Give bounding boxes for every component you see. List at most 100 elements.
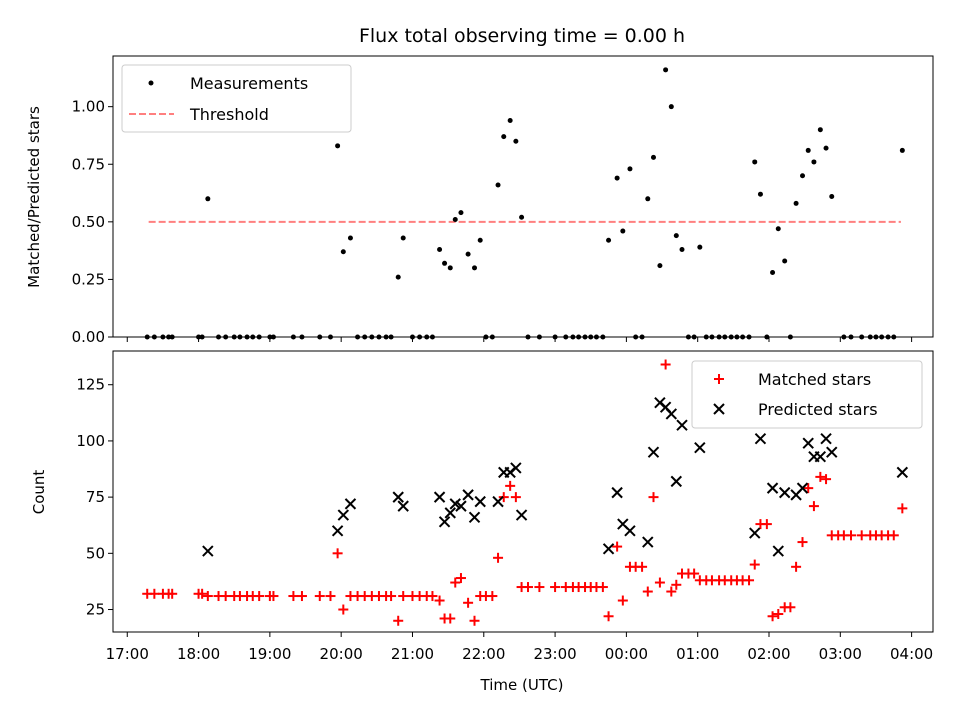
measurement-point: [879, 334, 885, 340]
measurement-point: [519, 214, 525, 220]
measurement-point: [570, 334, 576, 340]
matched-star-marker: [617, 595, 628, 606]
measurement-point: [376, 334, 382, 340]
matched-star-marker: [450, 577, 461, 588]
measurement-point: [160, 334, 166, 340]
measurement-point: [144, 334, 150, 340]
count-panel: 25 50 75 100 125 17:00 18:00 19:00 20:00 21:00 22…: [30, 350, 934, 694]
matched-star-marker: [654, 577, 665, 588]
measurement-point: [627, 166, 633, 172]
matched-star-marker: [846, 530, 856, 541]
measurement-point: [757, 191, 763, 197]
measurement-point: [716, 334, 722, 340]
measurement-point: [395, 274, 401, 280]
measurement-point: [563, 334, 569, 340]
measurement-point: [552, 334, 558, 340]
measurement-point: [841, 334, 847, 340]
predicted-star-marker: [392, 491, 404, 503]
predicted-star-marker: [778, 486, 791, 499]
predicted-star-marker: [397, 500, 409, 512]
matched-star-marker: [856, 530, 867, 541]
measurement-point: [151, 334, 157, 340]
legend-marker-matched: [714, 374, 724, 384]
matched-star-marker: [761, 519, 772, 530]
matched-star-marker: [202, 591, 213, 602]
predicted-star-marker: [444, 507, 456, 519]
predicted-star-marker: [624, 525, 636, 537]
matched-star-marker: [773, 609, 784, 620]
predicted-star-marker: [515, 509, 528, 521]
x-tick-label: 18:00: [177, 645, 220, 663]
matched-star-marker: [597, 582, 608, 593]
count-y-tick-label: 50: [86, 544, 105, 562]
measurement-point: [452, 217, 458, 223]
measurement-point: [223, 334, 229, 340]
predicted-star-marker: [433, 491, 446, 503]
matched-star-marker: [522, 582, 533, 593]
measurement-point: [823, 145, 829, 151]
legend-label-predicted: Predicted stars: [758, 400, 878, 419]
x-tick-label: 19:00: [248, 645, 291, 663]
matched-star-marker: [268, 591, 279, 602]
measurement-point: [369, 334, 375, 340]
measurement-point: [679, 246, 685, 252]
measurement-point: [800, 173, 806, 179]
matched-star-marker: [434, 595, 445, 606]
matched-star-marker: [463, 597, 474, 608]
measurement-point: [663, 67, 669, 73]
predicted-star-marker: [772, 545, 784, 557]
x-tick-label: 17:00: [106, 645, 149, 663]
matched-star-marker: [393, 615, 404, 626]
measurement-point: [770, 270, 776, 276]
measurement-point: [793, 200, 799, 206]
ratio-y-tick-label: 1.00: [72, 98, 105, 116]
legend-marker-measurements: [148, 80, 154, 86]
matched-star-marker: [642, 586, 653, 597]
measurement-point: [166, 334, 172, 340]
matched-star-marker: [550, 582, 561, 593]
ratio-y-tick-label: 0.75: [72, 155, 105, 173]
ratio-y-axis: 0.00 0.25 0.50 0.75 1.00: [72, 98, 113, 346]
measurement-point: [458, 210, 464, 216]
matched-star-marker: [288, 591, 299, 602]
measurement-point: [267, 334, 273, 340]
matched-star-marker: [791, 561, 802, 572]
measurement-point: [593, 334, 599, 340]
measurement-point: [335, 143, 341, 149]
measurement-point: [691, 334, 697, 340]
matched-star-marker: [767, 611, 778, 622]
measurement-point: [250, 334, 256, 340]
measurement-point: [465, 251, 471, 257]
measurement-point: [237, 334, 243, 340]
measurement-point: [196, 334, 202, 340]
measurement-point: [673, 233, 679, 239]
measurement-point: [483, 334, 489, 340]
measurement-point: [703, 334, 709, 340]
matched-star-marker: [296, 591, 307, 602]
predicted-star-marker: [647, 446, 660, 458]
predicted-star-marker: [896, 466, 909, 479]
matched-star-marker: [487, 591, 498, 602]
ratio-y-tick-label: 0.00: [72, 328, 105, 346]
count-legend: Matched stars Predicted stars: [691, 360, 923, 429]
predicted-star-marker: [455, 500, 467, 512]
measurement-point: [645, 196, 651, 202]
matched-star-marker: [612, 541, 623, 552]
measurement-point: [495, 182, 501, 188]
count-y-tick-label: 100: [76, 432, 105, 450]
matched-star-marker: [510, 492, 521, 503]
ratio-y-axis-label: Matched/Predicted stars: [25, 106, 43, 288]
predicted-star-marker: [676, 419, 688, 431]
ratio-legend-box: [121, 64, 352, 133]
predicted-star-marker: [510, 462, 522, 474]
legend-marker-predicted: [713, 403, 725, 415]
measurement-point: [489, 334, 495, 340]
predicted-star-marker: [802, 437, 814, 449]
matched-star-marker: [888, 530, 899, 541]
measurement-point: [536, 334, 542, 340]
ratio-y-tick-label: 0.50: [72, 213, 105, 231]
matched-star-marker: [505, 480, 516, 491]
measurement-point: [805, 147, 811, 153]
matched-star-marker: [149, 588, 160, 599]
